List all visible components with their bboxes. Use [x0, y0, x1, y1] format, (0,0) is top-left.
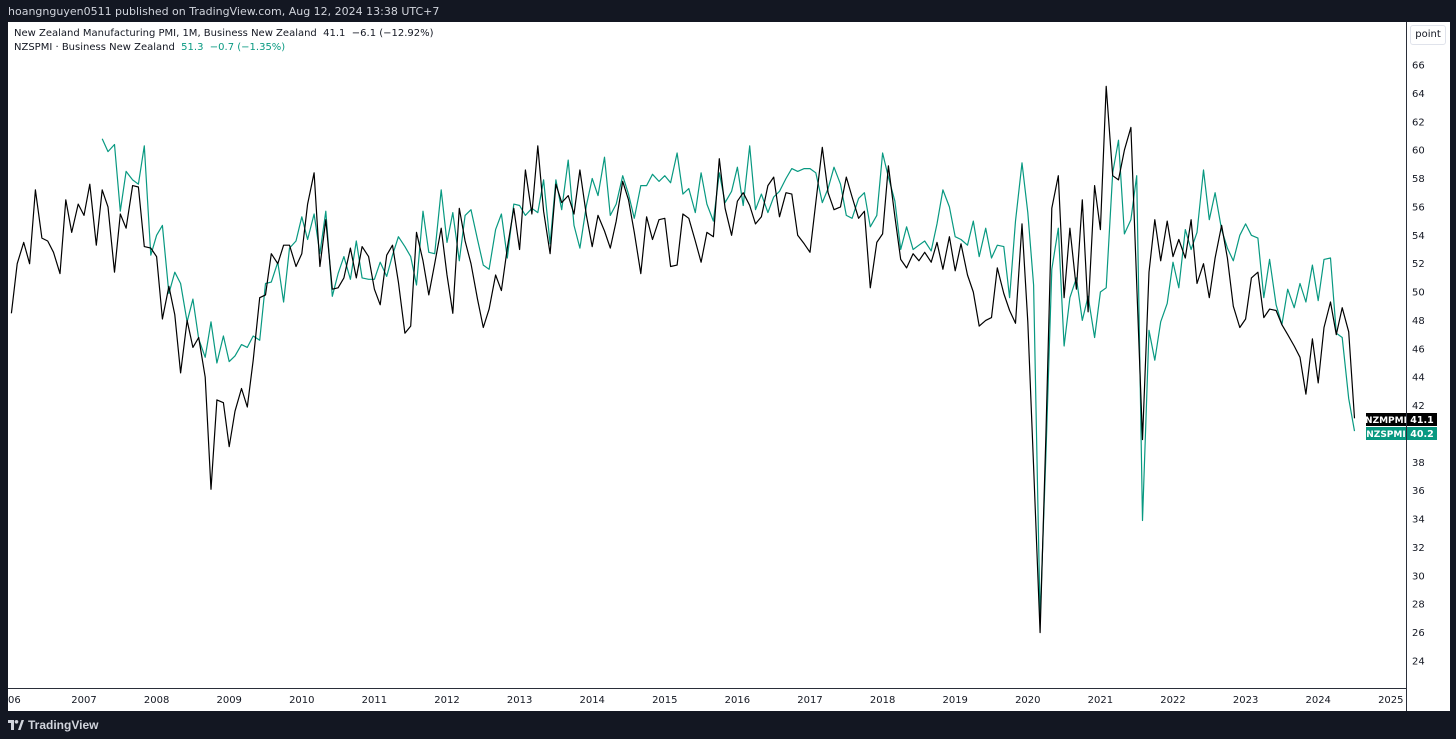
last-value-series-name: NZMPMI: [1365, 416, 1407, 426]
y-tick-label: 32: [1412, 543, 1425, 554]
brand-name: TradingView: [28, 718, 99, 732]
scale-mode-button[interactable]: point: [1410, 25, 1446, 45]
x-tick-label: 2019: [942, 695, 967, 706]
series-line-nzmpmi[interactable]: [10, 85, 1356, 634]
legend-row-nzmpmi[interactable]: New Zealand Manufacturing PMI, 1M, Busin…: [14, 27, 434, 41]
frame-right: [1450, 22, 1456, 711]
legend-value-nzmpmi: 41.1: [323, 28, 346, 39]
x-tick-label: 2018: [870, 695, 895, 706]
x-tick-label: 2007: [71, 695, 96, 706]
last-value-labels: NZMPMI 41.1 NZSPMI 40.2: [1365, 413, 1437, 440]
legend-change-nzmpmi: −6.1 (−12.92%): [351, 28, 434, 39]
legend-value-nzspmi: 51.3: [181, 42, 204, 53]
y-tick-label: 60: [1412, 146, 1425, 157]
y-tick-label: 38: [1412, 458, 1425, 469]
x-tick-label: 2015: [652, 695, 677, 706]
series-layer: [10, 85, 1356, 634]
tradingview-logo[interactable]: TradingView: [8, 718, 98, 732]
y-tick-label: 64: [1412, 89, 1425, 100]
y-tick-label: 44: [1412, 373, 1425, 384]
last-value-number: 41.1: [1410, 415, 1433, 426]
x-tick-label: 06: [8, 695, 21, 706]
y-tick-label: 30: [1412, 571, 1425, 582]
y-axis: 2426283032343638404244464850525456586062…: [1412, 61, 1425, 668]
x-tick-label: 2011: [362, 695, 387, 706]
legend-row-nzspmi[interactable]: NZSPMI · Business New Zealand 51.3 −0.7 …: [14, 41, 434, 55]
y-tick-label: 58: [1412, 174, 1425, 185]
y-tick-label: 28: [1412, 600, 1425, 611]
y-tick-label: 56: [1412, 202, 1425, 213]
y-tick-label: 62: [1412, 117, 1425, 128]
x-tick-label: 2021: [1088, 695, 1113, 706]
x-tick-label: 2025: [1378, 695, 1403, 706]
x-tick-label: 2013: [507, 695, 532, 706]
x-tick-label: 2014: [579, 695, 604, 706]
last-value-tag-nzspmi: NZSPMI 40.2: [1366, 427, 1437, 440]
y-tick-label: 54: [1412, 231, 1425, 242]
x-tick-label: 2022: [1160, 695, 1185, 706]
x-tick-label: 2012: [434, 695, 459, 706]
series-line-nzspmi[interactable]: [101, 138, 1356, 619]
legend-change-nzspmi: −0.7 (−1.35%): [209, 42, 286, 53]
y-tick-label: 26: [1412, 628, 1425, 639]
x-tick-label: 2008: [144, 695, 169, 706]
x-tick-label: 2017: [797, 695, 822, 706]
legend-name-nzspmi: NZSPMI · Business New Zealand: [14, 42, 175, 53]
y-tick-label: 48: [1412, 316, 1425, 327]
last-value-tag-nzmpmi: NZMPMI 41.1: [1365, 413, 1437, 426]
chart-legend: New Zealand Manufacturing PMI, 1M, Busin…: [14, 27, 434, 55]
y-tick-label: 50: [1412, 288, 1425, 299]
last-value-number: 40.2: [1410, 429, 1433, 440]
footer-bar: TradingView: [0, 711, 1456, 739]
y-tick-label: 24: [1412, 657, 1425, 668]
x-tick-label: 2024: [1305, 695, 1330, 706]
last-value-series-name: NZSPMI: [1366, 430, 1405, 440]
published-header: hoangnguyen0511 published on TradingView…: [0, 0, 1456, 22]
published-text: hoangnguyen0511 published on TradingView…: [8, 5, 440, 18]
x-tick-label: 2009: [216, 695, 241, 706]
y-tick-label: 66: [1412, 61, 1425, 72]
y-tick-label: 52: [1412, 259, 1425, 270]
y-tick-label: 34: [1412, 515, 1425, 526]
y-tick-label: 36: [1412, 486, 1425, 497]
x-tick-label: 2020: [1015, 695, 1040, 706]
y-tick-label: 46: [1412, 344, 1425, 355]
x-tick-label: 2010: [289, 695, 314, 706]
y-tick-label: 42: [1412, 401, 1425, 412]
legend-name-nzmpmi: New Zealand Manufacturing PMI, 1M, Busin…: [14, 28, 317, 39]
x-axis: 06 2007 2008 2009 2010 2011 2012 2013 2014 2015 20…: [8, 695, 1404, 706]
frame-left: [0, 22, 8, 711]
tradingview-icon: [8, 720, 24, 730]
x-tick-label: 2016: [725, 695, 750, 706]
x-tick-label: 2023: [1233, 695, 1258, 706]
